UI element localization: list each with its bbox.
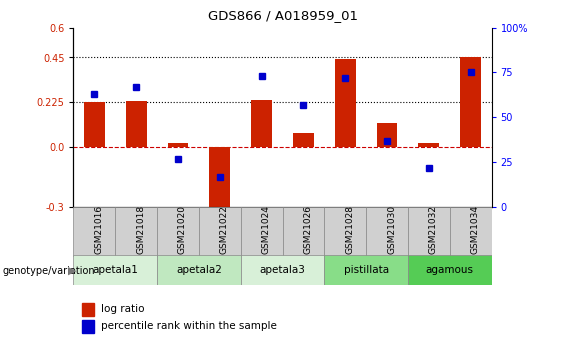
Text: GSM21016: GSM21016 bbox=[94, 205, 103, 254]
Bar bbox=[408, 207, 450, 257]
Text: apetala1: apetala1 bbox=[92, 265, 138, 275]
Bar bbox=[366, 207, 408, 257]
Text: GSM21032: GSM21032 bbox=[429, 205, 438, 254]
Text: GSM21026: GSM21026 bbox=[303, 205, 312, 254]
Bar bbox=[241, 255, 324, 285]
Bar bbox=[377, 123, 398, 147]
Text: pistillata: pistillata bbox=[344, 265, 389, 275]
Bar bbox=[73, 207, 115, 257]
Text: GSM21034: GSM21034 bbox=[471, 205, 480, 254]
Text: agamous: agamous bbox=[426, 265, 473, 275]
Bar bbox=[167, 143, 189, 147]
Text: apetala3: apetala3 bbox=[259, 265, 306, 275]
Text: apetala2: apetala2 bbox=[176, 265, 222, 275]
Text: GSM21020: GSM21020 bbox=[178, 205, 187, 254]
Bar bbox=[293, 133, 314, 147]
Bar bbox=[209, 147, 231, 216]
Bar bbox=[84, 102, 105, 147]
Bar bbox=[282, 207, 324, 257]
Bar bbox=[125, 101, 147, 147]
Bar bbox=[450, 207, 492, 257]
Text: GSM21024: GSM21024 bbox=[262, 205, 271, 254]
Text: ▶: ▶ bbox=[67, 266, 76, 276]
Bar bbox=[324, 255, 408, 285]
Bar bbox=[157, 207, 199, 257]
Text: GDS866 / A018959_01: GDS866 / A018959_01 bbox=[207, 9, 358, 22]
Bar bbox=[324, 207, 366, 257]
Bar bbox=[82, 320, 94, 333]
Text: percentile rank within the sample: percentile rank within the sample bbox=[101, 322, 276, 331]
Bar bbox=[199, 207, 241, 257]
Text: GSM21018: GSM21018 bbox=[136, 205, 145, 254]
Text: GSM21022: GSM21022 bbox=[220, 205, 229, 254]
Text: log ratio: log ratio bbox=[101, 304, 144, 314]
Text: GSM21028: GSM21028 bbox=[345, 205, 354, 254]
Bar bbox=[460, 57, 481, 147]
Bar bbox=[241, 207, 282, 257]
Text: genotype/variation: genotype/variation bbox=[3, 266, 95, 276]
Bar bbox=[82, 303, 94, 316]
Bar bbox=[418, 143, 440, 147]
Bar bbox=[408, 255, 492, 285]
Text: GSM21030: GSM21030 bbox=[387, 205, 396, 254]
Bar bbox=[334, 59, 356, 147]
Bar bbox=[157, 255, 241, 285]
Bar bbox=[73, 255, 157, 285]
Bar bbox=[115, 207, 157, 257]
Bar bbox=[251, 100, 272, 147]
